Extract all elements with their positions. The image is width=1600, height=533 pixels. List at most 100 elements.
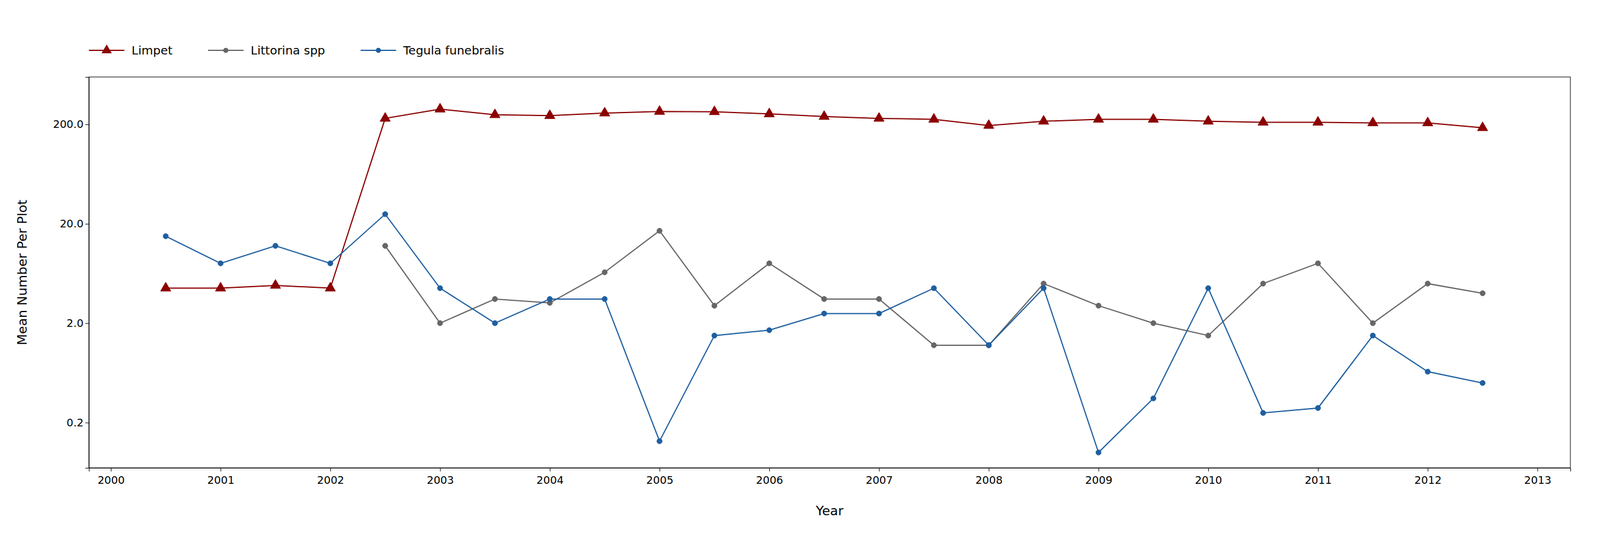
point xyxy=(434,103,446,112)
point xyxy=(1205,333,1212,339)
x-tick-mark xyxy=(1427,468,1429,472)
point xyxy=(602,269,608,275)
x-tick-label: 2013 xyxy=(1524,474,1552,487)
x-tick-mark xyxy=(1317,468,1319,472)
point xyxy=(876,296,882,303)
point xyxy=(437,320,443,326)
x-tick-label: 2012 xyxy=(1414,474,1442,487)
x-tick-label: 2005 xyxy=(646,474,674,487)
series xyxy=(160,103,1488,291)
point xyxy=(1479,290,1486,297)
point xyxy=(1041,285,1047,291)
x-tick-mark xyxy=(220,468,222,472)
point xyxy=(983,119,994,129)
point xyxy=(1150,395,1157,402)
x-tick-label: 2004 xyxy=(536,474,564,487)
y-axis: 0.22.020.0200.0 xyxy=(52,77,89,469)
x-tick: 2008 xyxy=(975,468,1003,487)
point xyxy=(763,107,774,117)
x-tick-mark xyxy=(440,468,441,472)
x-tick-label: 2010 xyxy=(1194,474,1222,487)
point xyxy=(218,260,224,267)
point xyxy=(544,109,555,119)
legend-swatch-marker xyxy=(375,48,382,54)
legend-item: Littorina spp xyxy=(208,43,326,58)
legend-label: Limpet xyxy=(131,43,173,58)
y-axis-title: Mean Number Per Plot xyxy=(14,199,30,346)
x-tick-mark xyxy=(330,468,331,472)
data-layer xyxy=(160,103,1488,456)
point xyxy=(492,296,498,303)
point xyxy=(1148,113,1159,123)
point xyxy=(766,260,773,267)
point xyxy=(490,109,501,118)
x-tick-mark xyxy=(1537,468,1538,472)
point xyxy=(1425,369,1431,375)
x-tick-label: 2009 xyxy=(1085,474,1113,487)
series-line xyxy=(165,214,1483,453)
point xyxy=(1479,380,1486,386)
x-tick-mark xyxy=(549,468,551,472)
x-axis-line xyxy=(89,468,1571,473)
point xyxy=(1260,410,1266,416)
x-tick-label: 2000 xyxy=(97,474,126,487)
point xyxy=(1258,116,1269,126)
y-tick: 0.2 xyxy=(66,416,89,430)
chart: 2000200120022003200420052006200720082009… xyxy=(0,0,1600,533)
x-tick-mark xyxy=(659,468,661,472)
point xyxy=(654,105,665,115)
point xyxy=(876,311,882,317)
x-tick-mark xyxy=(878,468,880,472)
x-tick: 2000 xyxy=(97,468,126,487)
point xyxy=(492,320,498,326)
y-axis-line xyxy=(85,77,90,469)
y-tick-label: 20.0 xyxy=(59,217,84,230)
point xyxy=(602,296,608,303)
x-tick: 2001 xyxy=(207,468,235,487)
point xyxy=(1205,285,1212,291)
point xyxy=(272,243,278,249)
y-tick-label: 0.2 xyxy=(66,416,84,430)
x-tick-label: 2003 xyxy=(426,474,454,487)
point xyxy=(1477,122,1488,131)
point xyxy=(711,333,718,339)
x-axis-title: Year xyxy=(815,503,845,519)
point xyxy=(327,260,334,267)
point xyxy=(599,107,610,117)
x-tick-mark xyxy=(989,468,990,472)
x-tick-label: 2008 xyxy=(975,474,1003,487)
point xyxy=(657,439,663,445)
point xyxy=(931,343,937,349)
x-tick-mark xyxy=(1208,468,1209,472)
point xyxy=(1260,281,1266,287)
legend-item: Tegula funebralis xyxy=(360,43,505,58)
legend-item: Limpet xyxy=(88,43,173,58)
legend-label: Littorina spp xyxy=(250,43,326,58)
x-tick: 2003 xyxy=(426,468,454,487)
x-tick: 2011 xyxy=(1304,468,1333,487)
series-line xyxy=(385,231,1483,346)
x-tick-label: 2001 xyxy=(207,474,235,487)
point xyxy=(1422,117,1433,127)
x-axis: 2000200120022003200420052006200720082009… xyxy=(89,468,1571,487)
plot-frame xyxy=(88,77,1571,469)
point xyxy=(821,311,827,317)
point xyxy=(818,110,830,120)
x-tick-label: 2006 xyxy=(756,474,784,487)
x-tick-label: 2002 xyxy=(317,474,345,487)
point xyxy=(1315,260,1321,267)
point xyxy=(160,282,171,292)
point xyxy=(379,112,390,122)
point xyxy=(711,303,718,309)
point xyxy=(709,106,720,115)
x-tick-mark xyxy=(769,468,770,472)
point xyxy=(1202,115,1214,125)
point xyxy=(325,282,336,292)
point xyxy=(162,233,169,239)
series xyxy=(162,211,1486,456)
x-tick: 2010 xyxy=(1194,468,1222,487)
point xyxy=(986,343,992,349)
point xyxy=(1425,281,1431,287)
point xyxy=(382,211,389,217)
point xyxy=(1095,450,1102,456)
